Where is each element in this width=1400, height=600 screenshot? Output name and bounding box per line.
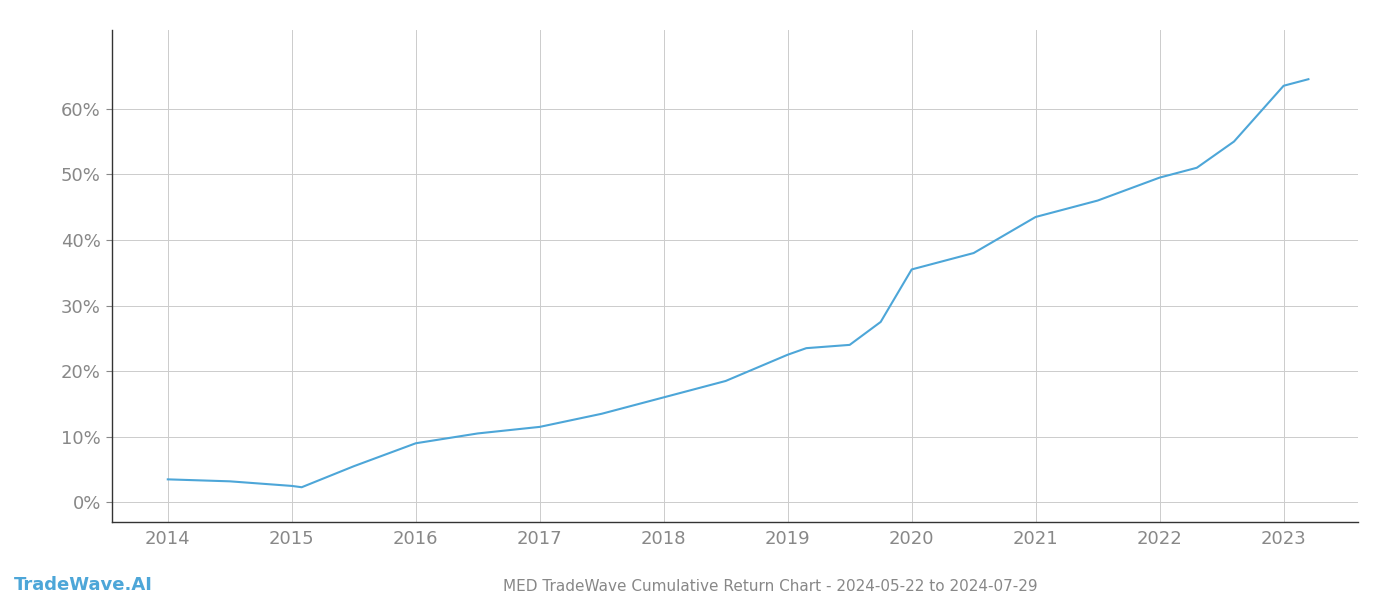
Text: MED TradeWave Cumulative Return Chart - 2024-05-22 to 2024-07-29: MED TradeWave Cumulative Return Chart - …: [503, 579, 1037, 594]
Text: TradeWave.AI: TradeWave.AI: [14, 576, 153, 594]
